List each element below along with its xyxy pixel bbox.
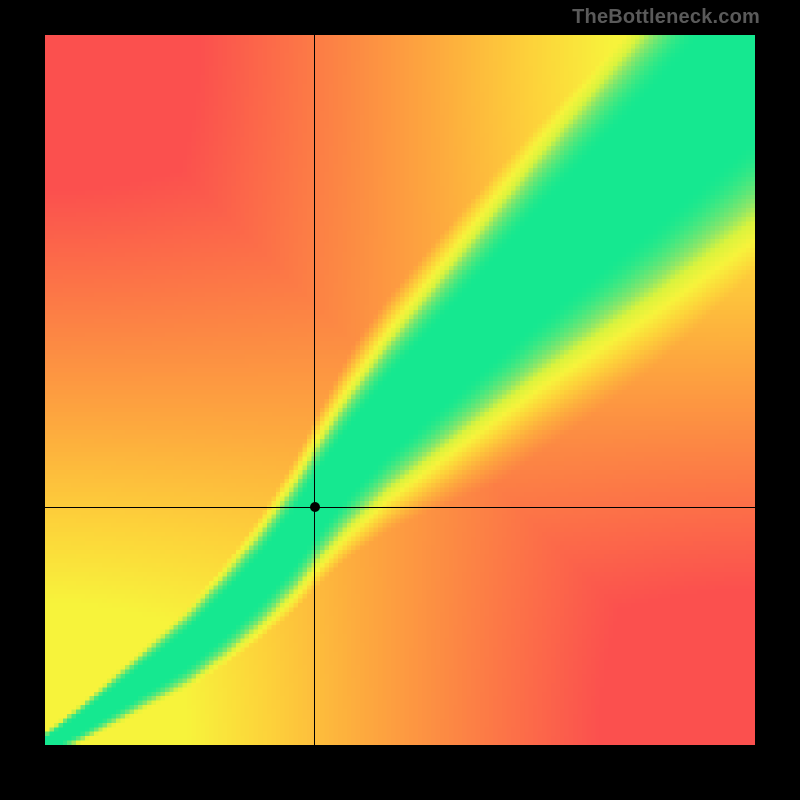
heatmap-canvas — [45, 35, 755, 745]
watermark-text: TheBottleneck.com — [572, 6, 760, 29]
plot-area — [45, 35, 755, 745]
chart-container: TheBottleneck.com — [0, 0, 800, 800]
